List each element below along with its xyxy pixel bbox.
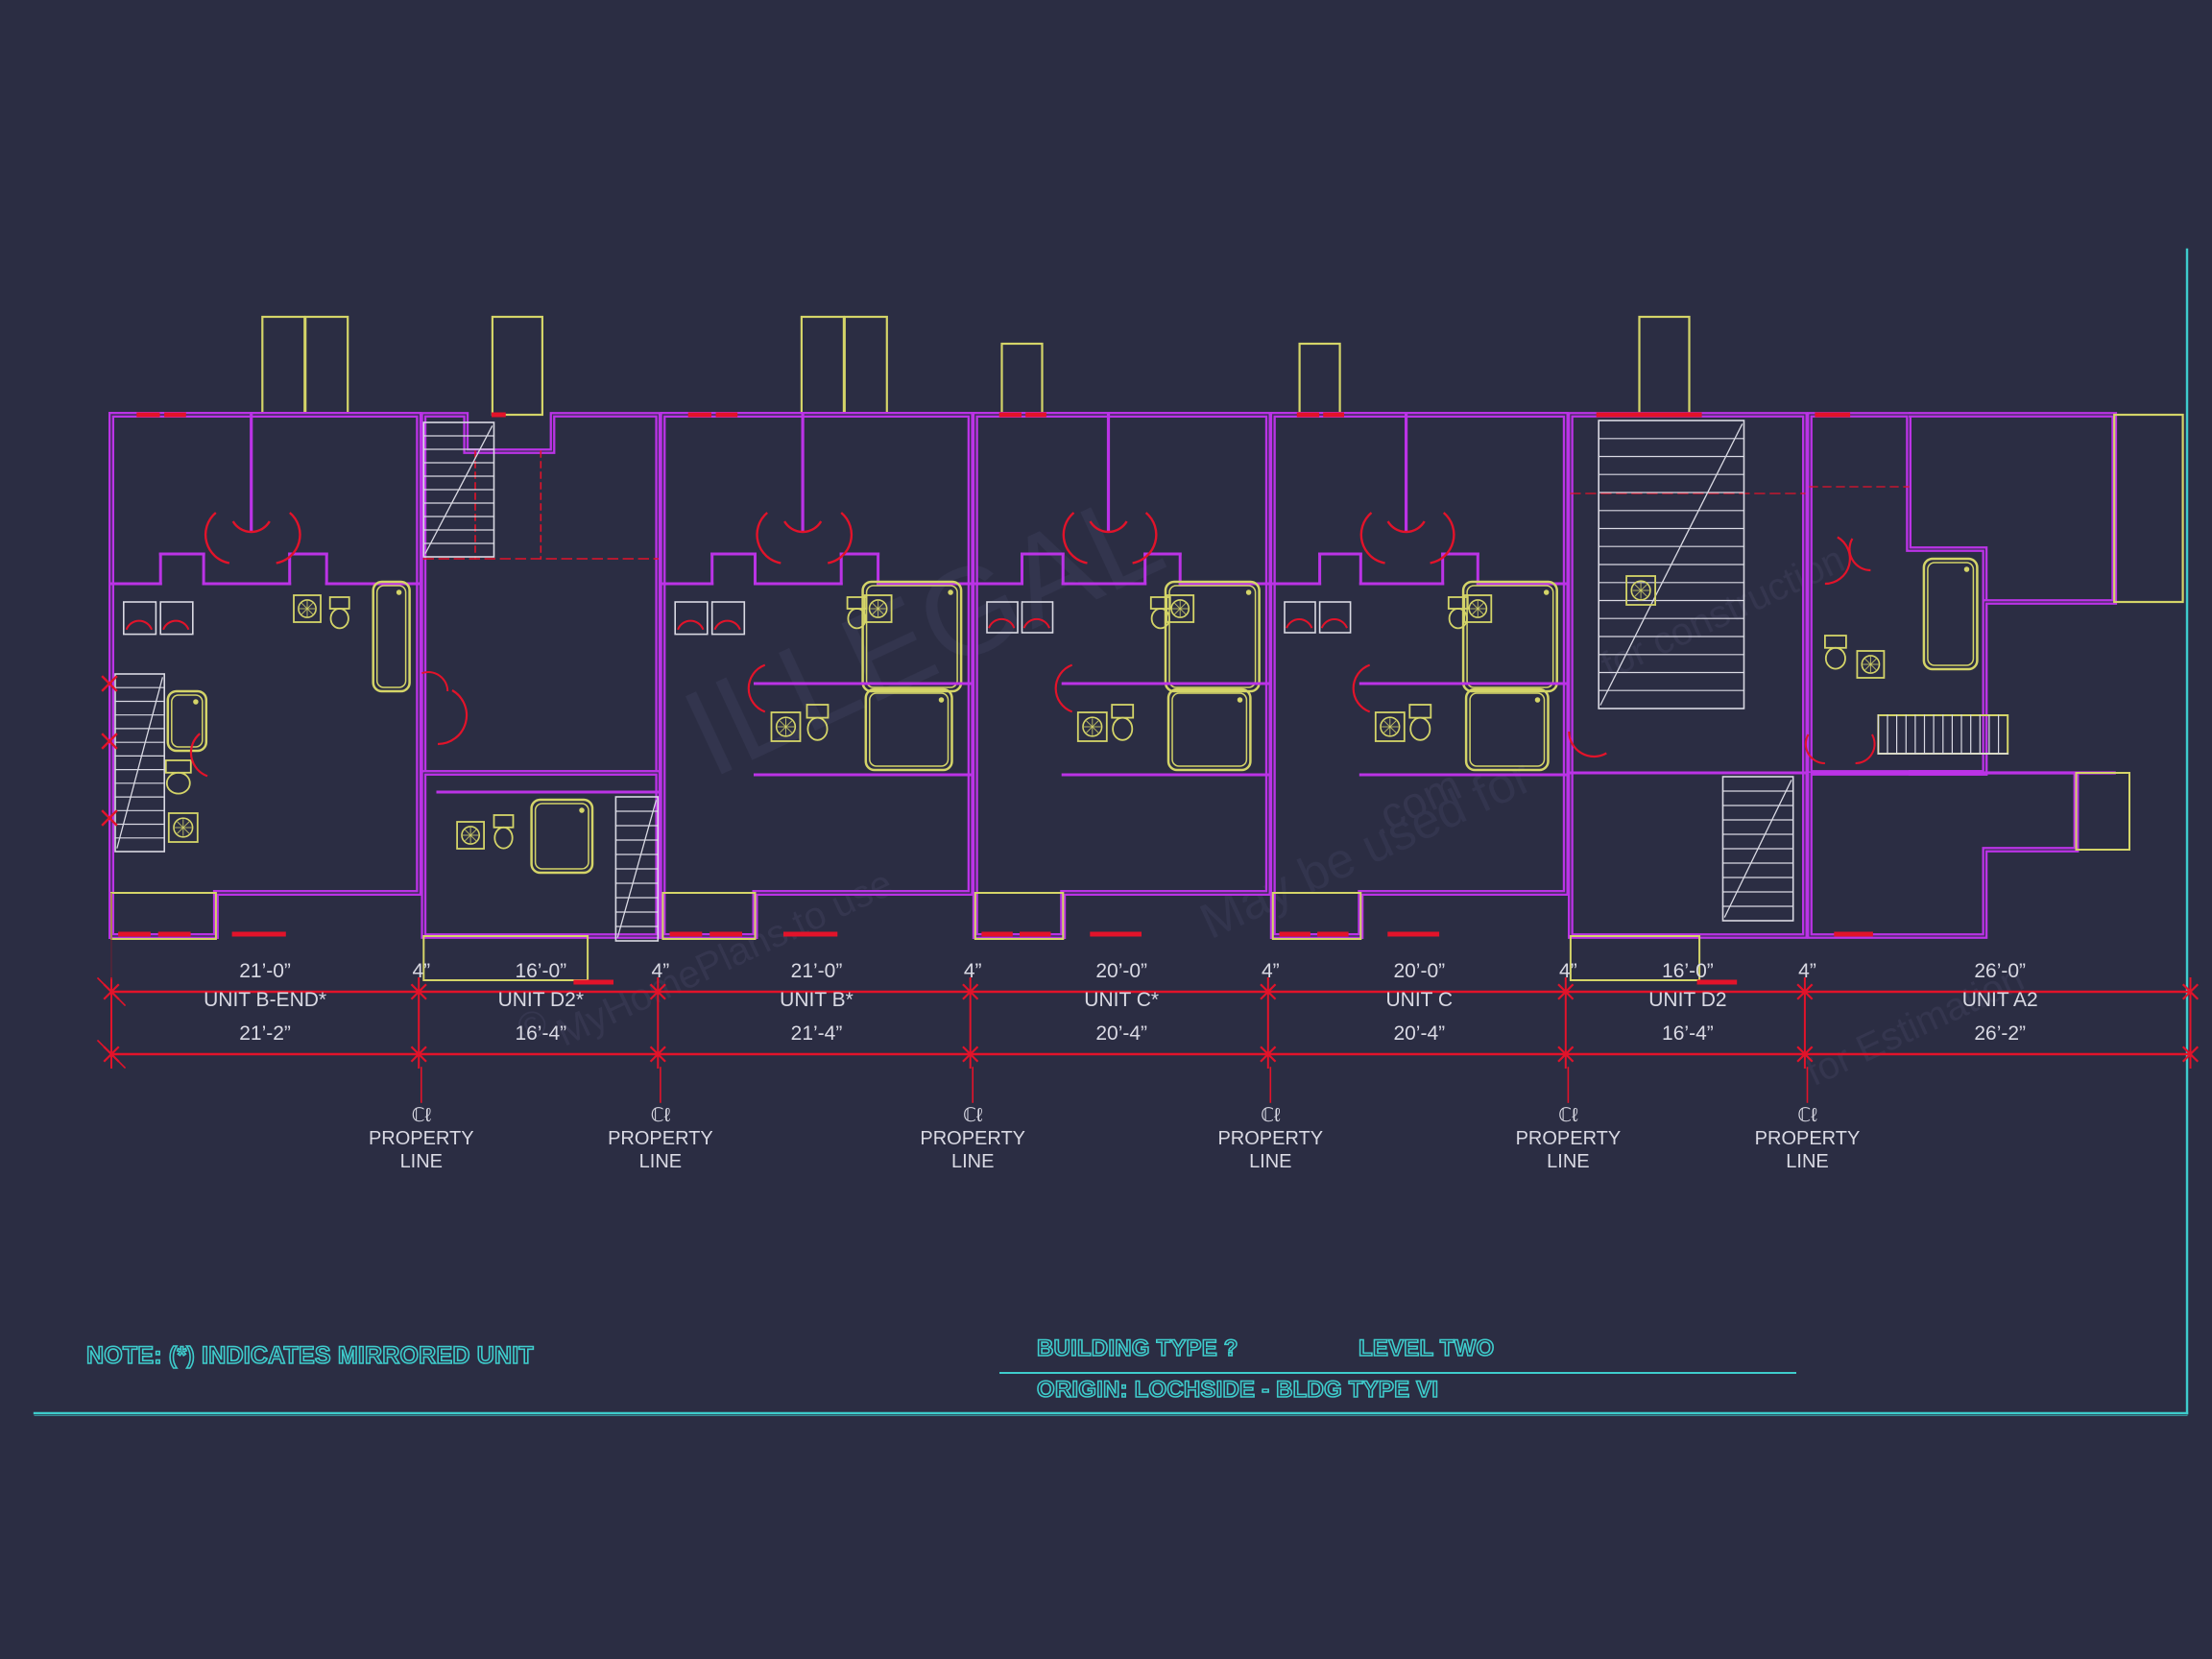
svg-text:21’-0”: 21’-0” [239, 960, 291, 982]
svg-text:PROPERTY: PROPERTY [1755, 1128, 1861, 1149]
svg-text:ℂℓ: ℂℓ [651, 1105, 671, 1126]
svg-text:ORIGIN: LOCHSIDE - BLDG TYPE V: ORIGIN: LOCHSIDE - BLDG TYPE VI [1037, 1377, 1438, 1403]
svg-text:UNIT D2*: UNIT D2* [498, 989, 584, 1011]
svg-text:ℂℓ: ℂℓ [1261, 1105, 1281, 1126]
svg-text:16’-4”: 16’-4” [1662, 1022, 1714, 1045]
svg-text:UNIT B-END*: UNIT B-END* [204, 989, 326, 1011]
svg-text:21’-0”: 21’-0” [791, 960, 843, 982]
svg-text:4”: 4” [1798, 960, 1816, 982]
svg-text:UNIT A2: UNIT A2 [1962, 989, 2038, 1011]
svg-text:UNIT C*: UNIT C* [1084, 989, 1159, 1011]
svg-text:21’-2”: 21’-2” [239, 1022, 291, 1045]
svg-text:PROPERTY: PROPERTY [369, 1128, 474, 1149]
svg-text:LINE: LINE [951, 1151, 994, 1172]
svg-text:LINE: LINE [1249, 1151, 1291, 1172]
svg-text:ℂℓ: ℂℓ [1797, 1105, 1817, 1126]
svg-text:ℂℓ: ℂℓ [963, 1105, 983, 1126]
svg-text:LINE: LINE [1547, 1151, 1589, 1172]
svg-text:PROPERTY: PROPERTY [1516, 1128, 1622, 1149]
svg-text:LINE: LINE [1786, 1151, 1828, 1172]
svg-text:16’-0”: 16’-0” [515, 960, 566, 982]
svg-text:UNIT D2: UNIT D2 [1648, 989, 1726, 1011]
svg-text:LEVEL TWO: LEVEL TWO [1358, 1335, 1494, 1361]
svg-text:4”: 4” [652, 960, 670, 982]
svg-text:26’-0”: 26’-0” [1974, 960, 2026, 982]
svg-text:20’-0”: 20’-0” [1393, 960, 1445, 982]
svg-text:4”: 4” [412, 960, 430, 982]
svg-text:21’-4”: 21’-4” [791, 1022, 843, 1045]
svg-text:16’-0”: 16’-0” [1662, 960, 1714, 982]
svg-text:ℂℓ: ℂℓ [1558, 1105, 1578, 1126]
svg-text:BUILDING TYPE ?: BUILDING TYPE ? [1037, 1335, 1238, 1361]
svg-text:LINE: LINE [400, 1151, 443, 1172]
svg-text:PROPERTY: PROPERTY [920, 1128, 1025, 1149]
svg-text:PROPERTY: PROPERTY [608, 1128, 713, 1149]
svg-text:20’-4”: 20’-4” [1393, 1022, 1445, 1045]
svg-text:NOTE: (*) INDICATES MIRRORED: NOTE: (*) INDICATES MIRRORED UNIT [86, 1342, 534, 1369]
svg-text:4”: 4” [964, 960, 982, 982]
svg-text:LINE: LINE [639, 1151, 682, 1172]
svg-text:16’-4”: 16’-4” [515, 1022, 566, 1045]
svg-text:UNIT C: UNIT C [1385, 989, 1453, 1011]
svg-text:26’-2”: 26’-2” [1974, 1022, 2026, 1045]
svg-text:20’-0”: 20’-0” [1095, 960, 1147, 982]
svg-text:PROPERTY: PROPERTY [1217, 1128, 1323, 1149]
svg-text:UNIT B*: UNIT B* [780, 989, 854, 1011]
svg-text:4”: 4” [1262, 960, 1280, 982]
svg-text:ℂℓ: ℂℓ [412, 1105, 432, 1126]
svg-text:20’-4”: 20’-4” [1095, 1022, 1147, 1045]
svg-text:4”: 4” [1559, 960, 1577, 982]
